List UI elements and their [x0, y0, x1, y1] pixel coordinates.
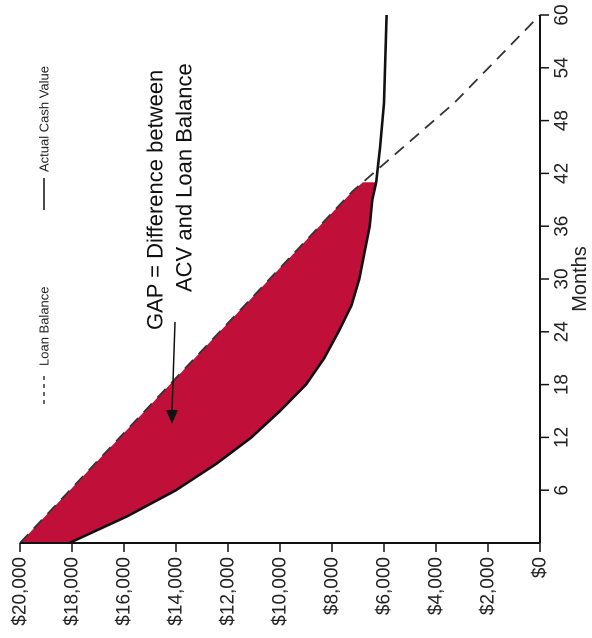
value-tick-label: $6,000	[374, 557, 395, 615]
gap-annotation: GAP = Difference between ACV and Loan Ba…	[143, 63, 197, 424]
actual-cash-value-line	[68, 14, 388, 545]
gap-annotation-line-1: GAP = Difference between	[143, 70, 168, 330]
legend-entry-actual-cash-value: Actual Cash Value	[37, 66, 52, 172]
value-tick-label: $12,000	[218, 557, 239, 626]
value-tick-label: $0	[530, 557, 551, 578]
value-tick-label: $16,000	[114, 557, 135, 626]
value-tick-label: $2,000	[478, 557, 499, 615]
value-tick-label: $4,000	[426, 557, 447, 615]
legend-entry-loan-balance: Loan Balance	[37, 286, 52, 366]
value-tick-label: $20,000	[10, 557, 31, 626]
plot-area	[19, 14, 541, 545]
month-tick-label: 60	[552, 4, 573, 25]
month-tick-label: 54	[552, 57, 573, 79]
month-tick-label: 30	[552, 268, 573, 289]
gap-area	[20, 182, 377, 543]
gap-annotation-arrowhead	[166, 410, 178, 424]
month-tick-label: 24	[552, 321, 573, 343]
month-tick-label: 36	[552, 216, 573, 237]
month-tick-label: 18	[552, 374, 573, 395]
loan-balance-line	[19, 14, 541, 544]
month-tick-label: 48	[552, 110, 573, 131]
month-tick-label: 6	[552, 485, 573, 496]
x-axis-title: Months	[569, 246, 591, 312]
axes: 6 12 18 24 30 36 42 48 54 60 $0 $2,000 $4,000 $6,000 $…	[10, 4, 573, 625]
legend: Loan Balance Actual Cash Value	[37, 66, 52, 404]
gap-annotation-arrow	[171, 321, 176, 413]
value-tick-label: $18,000	[62, 557, 83, 626]
value-tick-label: $14,000	[166, 557, 187, 626]
gap-annotation-line-2: ACV and Loan Balance	[172, 63, 197, 292]
month-tick-label: 12	[552, 427, 573, 448]
month-tick-label: 42	[552, 163, 573, 184]
value-tick-label: $8,000	[322, 557, 343, 615]
value-tick-label: $10,000	[270, 557, 291, 626]
